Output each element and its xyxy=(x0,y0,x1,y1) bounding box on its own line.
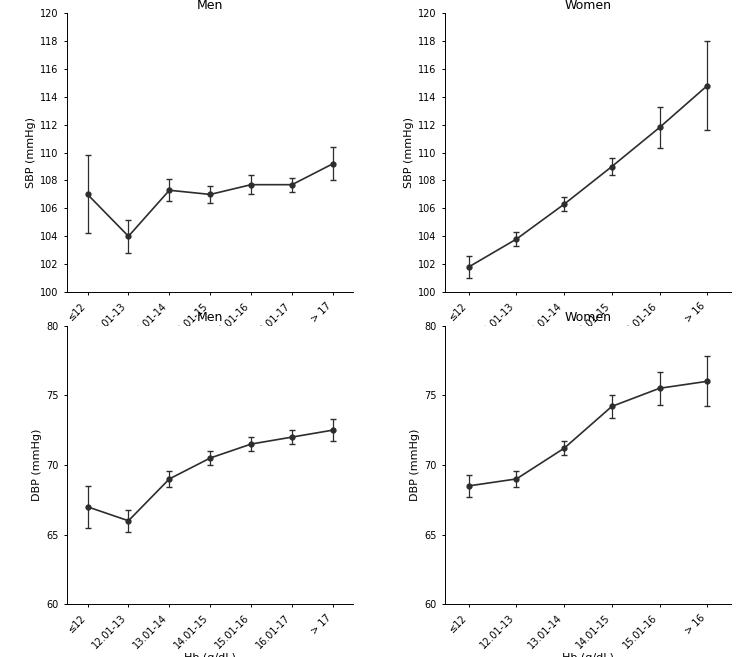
Text: (b): (b) xyxy=(580,437,596,447)
Y-axis label: DBP (mmHg): DBP (mmHg) xyxy=(32,429,42,501)
X-axis label: Hb (g/dL): Hb (g/dL) xyxy=(184,653,236,657)
Y-axis label: SBP (mmHg): SBP (mmHg) xyxy=(404,117,414,188)
Y-axis label: DBP (mmHg): DBP (mmHg) xyxy=(410,429,420,501)
X-axis label: Hb (g/dL): Hb (g/dL) xyxy=(184,341,236,351)
X-axis label: Hb (g/dL): Hb (g/dL) xyxy=(562,341,614,351)
Title: Men: Men xyxy=(197,311,223,325)
Y-axis label: SBP (mmHg): SBP (mmHg) xyxy=(26,117,36,188)
Title: Men: Men xyxy=(197,0,223,12)
Title: Women: Women xyxy=(565,0,612,12)
X-axis label: Hb (g/dL): Hb (g/dL) xyxy=(562,653,614,657)
Title: Women: Women xyxy=(565,311,612,325)
Text: (a): (a) xyxy=(202,437,218,447)
